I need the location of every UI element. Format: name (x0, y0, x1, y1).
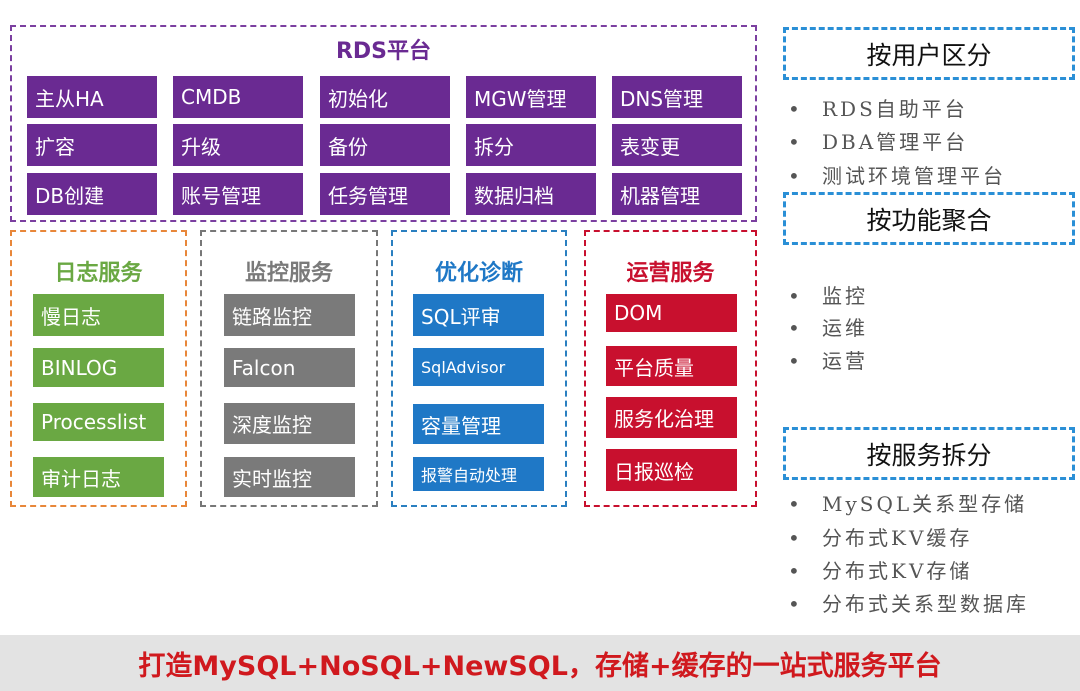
monitor-service-tile: 链路监控 (224, 294, 355, 336)
rds-tile: 任务管理 (320, 173, 450, 215)
category-item: 分布式KV缓存 (788, 522, 972, 551)
slogan-banner: 打造MySQL+NoSQL+NewSQL，存储+缓存的一站式服务平台 (0, 635, 1080, 691)
rds-tile: 主从HA (27, 76, 157, 118)
category-item: RDS自助平台 (788, 93, 968, 122)
rds-tile: 扩容 (27, 124, 157, 166)
monitor-service-tile: Falcon (224, 348, 355, 387)
monitor-service-tile: 深度监控 (224, 403, 355, 444)
log-service-tile: 慢日志 (33, 294, 164, 336)
category-item: 分布式关系型数据库 (788, 588, 1029, 617)
rds-tile: DNS管理 (612, 76, 742, 118)
log-service-title: 日志服务 (54, 261, 143, 286)
rds-tile: 账号管理 (173, 173, 303, 215)
rds-tile: 升级 (173, 124, 303, 166)
category-item: MySQL关系型存储 (788, 488, 1027, 517)
monitor-service-group (200, 230, 378, 507)
optimize-diagnose-tile: SQL评审 (413, 294, 544, 336)
operation-service-group (584, 230, 757, 507)
category-box: 按功能聚合 (783, 192, 1075, 245)
rds-tile: 拆分 (466, 124, 596, 166)
rds-tile: CMDB (173, 76, 303, 118)
category-item: 分布式KV存储 (788, 555, 972, 584)
optimize-diagnose-tile: 报警自动处理 (413, 457, 544, 491)
rds-tile: MGW管理 (466, 76, 596, 118)
category-item: 运营 (788, 345, 868, 374)
optimize-diagnose-tile: SqlAdvisor (413, 348, 544, 386)
rds-tile: 备份 (320, 124, 450, 166)
optimize-diagnose-tile: 容量管理 (413, 404, 544, 444)
operation-service-tile: 服务化治理 (606, 397, 737, 438)
category-item: 测试环境管理平台 (788, 160, 1006, 189)
rds-tile: 数据归档 (466, 173, 596, 215)
category-item: DBA管理平台 (788, 126, 968, 155)
operation-service-title: 运营服务 (626, 261, 715, 286)
rds-tile: 初始化 (320, 76, 450, 118)
rds-platform-group (10, 25, 757, 222)
log-service-group (10, 230, 187, 507)
operation-service-tile: 日报巡检 (606, 449, 737, 491)
category-box: 按用户区分 (783, 27, 1075, 80)
category-item: 监控 (788, 280, 868, 309)
rds-tile: 表变更 (612, 124, 742, 166)
rds-platform-title: RDS平台 (335, 39, 432, 64)
optimize-diagnose-group (391, 230, 567, 507)
rds-tile: 机器管理 (612, 173, 742, 215)
log-service-tile: 审计日志 (33, 457, 164, 497)
monitor-service-title: 监控服务 (244, 261, 333, 286)
category-box: 按服务拆分 (783, 427, 1075, 480)
log-service-tile: Processlist (33, 403, 164, 441)
monitor-service-tile: 实时监控 (224, 457, 355, 497)
operation-service-tile: 平台质量 (606, 346, 737, 386)
rds-tile: DB创建 (27, 173, 157, 215)
operation-service-tile: DOM (606, 294, 737, 332)
optimize-diagnose-title: 优化诊断 (434, 261, 523, 286)
log-service-tile: BINLOG (33, 348, 164, 387)
category-item: 运维 (788, 312, 868, 341)
